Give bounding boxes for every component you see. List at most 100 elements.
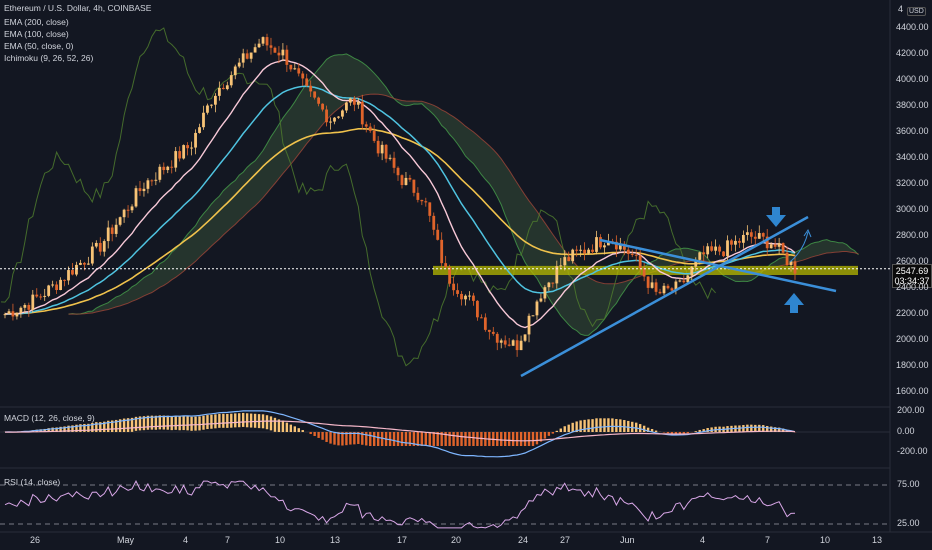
- macd-histogram-bar: [110, 420, 114, 432]
- candle-body: [579, 249, 583, 251]
- candle-body: [599, 237, 602, 248]
- candle-body: [487, 329, 491, 332]
- candle-body: [483, 317, 487, 330]
- macd-histogram-bar: [87, 423, 90, 432]
- candle-body: [543, 287, 547, 299]
- rsi-label: RSI (14, close): [4, 477, 61, 487]
- candle-body: [79, 262, 82, 265]
- candle-body: [777, 243, 781, 247]
- candle-body: [162, 166, 166, 171]
- macd-histogram-bar: [79, 424, 82, 432]
- macd-histogram-bar: [781, 428, 785, 432]
- macd-histogram-bar: [162, 415, 165, 430]
- macd-label: MACD (12, 26, close, 9): [4, 413, 95, 423]
- macd-histogram-bar: [472, 432, 475, 446]
- macd-histogram-bar: [265, 415, 269, 430]
- macd-histogram-bar: [428, 432, 431, 446]
- candle-body: [67, 270, 70, 281]
- candle-body: [35, 294, 39, 297]
- time-tick: Jun: [620, 535, 635, 545]
- macd-histogram-bar: [388, 432, 392, 446]
- macd-histogram-bar: [531, 432, 535, 446]
- macd-histogram-bar: [615, 419, 618, 432]
- macd-histogram-bar: [567, 424, 570, 432]
- macd-histogram-bar: [206, 415, 209, 430]
- macd-histogram-bar: [182, 416, 185, 431]
- macd-histogram-bar: [230, 413, 233, 428]
- price-tick: 2600.00: [896, 256, 929, 266]
- candle-body: [126, 209, 130, 211]
- candle-body: [333, 117, 336, 122]
- macd-histogram-bar: [527, 432, 531, 446]
- candle-body: [23, 305, 27, 308]
- candle-body: [420, 199, 424, 202]
- macd-histogram-bar: [114, 419, 118, 432]
- macd-histogram-bar: [190, 416, 193, 431]
- candle-body: [436, 229, 440, 240]
- candle-body: [102, 241, 106, 252]
- price-tick: 4400.00: [896, 22, 929, 32]
- candle-body: [710, 246, 714, 251]
- macd-histogram-bar: [313, 432, 316, 436]
- candle-body: [94, 242, 98, 247]
- candle-body: [404, 177, 408, 186]
- candle-body: [571, 249, 575, 262]
- candle-body: [19, 307, 23, 313]
- macd-histogram-bar: [134, 416, 138, 431]
- macd-histogram-bar: [777, 427, 781, 432]
- macd-histogram-bar: [769, 426, 773, 432]
- macd-histogram-bar: [758, 424, 761, 432]
- macd-histogram-bar: [380, 432, 384, 446]
- macd-histogram-bar: [460, 432, 463, 446]
- candle-body: [202, 112, 205, 128]
- macd-histogram-bar: [150, 415, 154, 430]
- macd-histogram-bar: [51, 427, 54, 432]
- macd-histogram-bar: [249, 413, 253, 428]
- macd-histogram-bar: [365, 432, 368, 446]
- macd-histogram-bar: [349, 432, 352, 445]
- ascending-trendline: [520, 215, 809, 378]
- macd-histogram-bar: [107, 420, 110, 432]
- macd-histogram-bar: [496, 432, 499, 446]
- candle-body: [452, 283, 455, 291]
- candle-body: [638, 255, 642, 269]
- candle-body: [614, 241, 618, 250]
- price-tick: 3800.00: [896, 100, 929, 110]
- candle-body: [257, 43, 261, 48]
- candle-body: [166, 166, 170, 171]
- candle-body: [142, 188, 146, 192]
- candle-body: [289, 64, 293, 70]
- candle-body: [86, 263, 90, 265]
- candle-body: [515, 340, 519, 351]
- macd-histogram-bar: [559, 428, 562, 432]
- macd-histogram-bar: [638, 424, 642, 432]
- candle-body: [575, 249, 579, 251]
- candle-body: [583, 249, 586, 254]
- macd-histogram-bar: [170, 416, 173, 431]
- candle-body: [122, 209, 126, 218]
- price-tick: 1800.00: [896, 360, 929, 370]
- price-tick: 2200.00: [896, 308, 929, 318]
- candle-body: [440, 239, 444, 264]
- candle-body: [567, 257, 571, 262]
- macd-histogram-bar: [754, 424, 757, 432]
- candle-body: [233, 66, 237, 76]
- candle-body: [618, 243, 622, 250]
- time-tick: 27: [560, 535, 571, 545]
- candle-body: [539, 298, 543, 302]
- macd-histogram-bar: [174, 415, 177, 430]
- candle-body: [634, 254, 638, 256]
- price-tick: 3600.00: [896, 126, 929, 136]
- currency-badge[interactable]: USD: [907, 7, 926, 16]
- candle-body: [527, 315, 531, 335]
- macd-histogram-bar: [369, 432, 372, 446]
- time-tick: May: [117, 535, 135, 545]
- macd-histogram-bar: [599, 418, 602, 432]
- macd-histogram-bar: [226, 413, 229, 428]
- candle-body: [745, 232, 749, 235]
- candle-body: [650, 282, 654, 288]
- candle-body: [670, 288, 674, 291]
- ema200-line: [4, 128, 796, 315]
- projection-arrow: [789, 231, 809, 263]
